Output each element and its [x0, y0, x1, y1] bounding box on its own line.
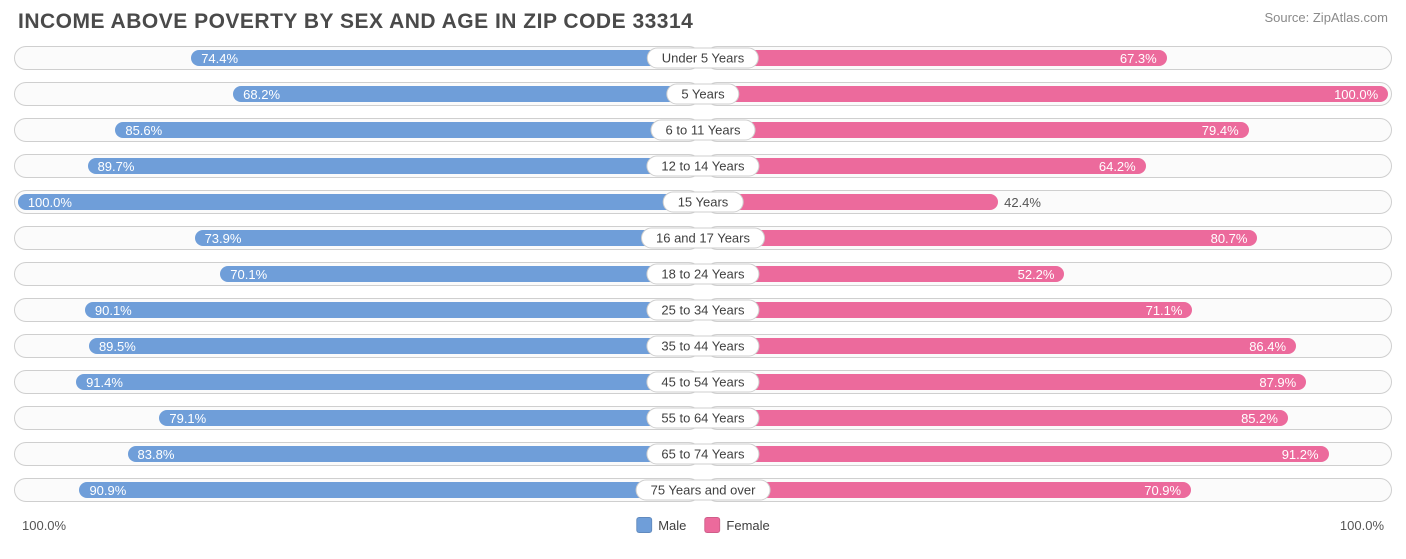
bar-female-value: 52.2% [1018, 267, 1055, 282]
bar-male-value: 90.1% [95, 303, 132, 318]
chart-row: 100.0%42.4%15 Years [12, 186, 1394, 218]
chart-row: 90.9% 70.9% 75 Years and over [12, 474, 1394, 506]
bar-male: 74.4% [191, 50, 695, 66]
bar-female: 100.0% [711, 86, 1388, 102]
legend-female-swatch [704, 517, 720, 533]
chart-title: INCOME ABOVE POVERTY BY SEX AND AGE IN Z… [18, 10, 693, 34]
chart-row: 83.8% 91.2% 65 to 74 Years [12, 438, 1394, 470]
category-pill: 65 to 74 Years [646, 444, 759, 465]
bar-female-value: 64.2% [1099, 159, 1136, 174]
chart-row: 89.7% 64.2% 12 to 14 Years [12, 150, 1394, 182]
bar-female-value: 85.2% [1241, 411, 1278, 426]
axis-left-label: 100.0% [22, 518, 66, 533]
bar-male: 91.4% [76, 374, 695, 390]
bar-male: 68.2% [233, 86, 695, 102]
bar-female: 42.4% [711, 194, 998, 210]
bar-male: 83.8% [128, 446, 695, 462]
legend-female: Female [704, 517, 769, 533]
bar-male: 90.1% [85, 302, 695, 318]
chart-row: 79.1% 85.2% 55 to 64 Years [12, 402, 1394, 434]
bar-female: 52.2% [711, 266, 1064, 282]
category-pill: 15 Years [663, 192, 744, 213]
chart-row: 68.2% 100.0% 5 Years [12, 78, 1394, 110]
bar-female-value: 67.3% [1120, 51, 1157, 66]
bar-female-value: 79.4% [1202, 123, 1239, 138]
category-pill: 12 to 14 Years [646, 156, 759, 177]
chart-row: 73.9% 80.7% 16 and 17 Years [12, 222, 1394, 254]
bar-female: 87.9% [711, 374, 1306, 390]
bar-male: 79.1% [159, 410, 695, 426]
chart-row: 90.1% 71.1% 25 to 34 Years [12, 294, 1394, 326]
category-pill: 16 and 17 Years [641, 228, 765, 249]
bar-male: 90.9% [79, 482, 695, 498]
category-pill: Under 5 Years [647, 48, 759, 69]
bar-female-value: 71.1% [1146, 303, 1183, 318]
bar-female-value: 91.2% [1282, 447, 1319, 462]
bar-female-value: 86.4% [1249, 339, 1286, 354]
category-pill: 45 to 54 Years [646, 372, 759, 393]
category-pill: 18 to 24 Years [646, 264, 759, 285]
bar-male-value: 89.5% [99, 339, 136, 354]
bar-female: 79.4% [711, 122, 1249, 138]
bar-male-value: 100.0% [28, 195, 72, 210]
category-pill: 6 to 11 Years [651, 120, 756, 141]
bar-female-value: 87.9% [1259, 375, 1296, 390]
bar-male-value: 91.4% [86, 375, 123, 390]
legend-male-swatch [636, 517, 652, 533]
bar-male-value: 68.2% [243, 87, 280, 102]
axis-right-label: 100.0% [1340, 518, 1384, 533]
bar-female-value: 42.4% [1004, 195, 1041, 210]
bar-male-value: 70.1% [230, 267, 267, 282]
category-pill: 5 Years [666, 84, 739, 105]
bar-female-value: 100.0% [1334, 87, 1378, 102]
chart-footer: 100.0% Male Female 100.0% [0, 510, 1406, 540]
category-pill: 25 to 34 Years [646, 300, 759, 321]
bar-female-value: 80.7% [1211, 231, 1248, 246]
bar-female: 67.3% [711, 50, 1167, 66]
bar-male-value: 89.7% [98, 159, 135, 174]
bar-female: 85.2% [711, 410, 1288, 426]
legend-male: Male [636, 517, 686, 533]
category-pill: 35 to 44 Years [646, 336, 759, 357]
bar-male: 100.0% [18, 194, 695, 210]
chart-source: Source: ZipAtlas.com [1264, 10, 1388, 25]
bar-male: 70.1% [220, 266, 695, 282]
chart-row: 89.5% 86.4% 35 to 44 Years [12, 330, 1394, 362]
bar-male: 89.7% [88, 158, 695, 174]
bar-male: 73.9% [195, 230, 695, 246]
bar-female: 80.7% [711, 230, 1257, 246]
chart-row: 91.4% 87.9% 45 to 54 Years [12, 366, 1394, 398]
bar-female: 64.2% [711, 158, 1146, 174]
chart-row: 70.1% 52.2% 18 to 24 Years [12, 258, 1394, 290]
bar-male-value: 85.6% [125, 123, 162, 138]
chart-row: 74.4% 67.3% Under 5 Years [12, 42, 1394, 74]
category-pill: 55 to 64 Years [646, 408, 759, 429]
bar-male: 89.5% [89, 338, 695, 354]
bar-male: 85.6% [115, 122, 695, 138]
bar-female-value: 70.9% [1144, 483, 1181, 498]
legend: Male Female [636, 517, 770, 533]
bar-female: 70.9% [711, 482, 1191, 498]
bar-female: 86.4% [711, 338, 1296, 354]
bar-male-value: 74.4% [201, 51, 238, 66]
bar-male-value: 73.9% [205, 231, 242, 246]
bar-male-value: 83.8% [138, 447, 175, 462]
bar-male-value: 79.1% [169, 411, 206, 426]
legend-male-label: Male [658, 518, 686, 533]
bar-male-value: 90.9% [89, 483, 126, 498]
bar-female: 91.2% [711, 446, 1329, 462]
bar-female: 71.1% [711, 302, 1192, 318]
chart-header: INCOME ABOVE POVERTY BY SEX AND AGE IN Z… [0, 0, 1406, 40]
legend-female-label: Female [726, 518, 769, 533]
category-pill: 75 Years and over [636, 480, 771, 501]
diverging-bar-chart: 74.4% 67.3% Under 5 Years 68.2% 100.0% 5 Year… [0, 40, 1406, 506]
chart-row: 85.6% 79.4% 6 to 11 Years [12, 114, 1394, 146]
